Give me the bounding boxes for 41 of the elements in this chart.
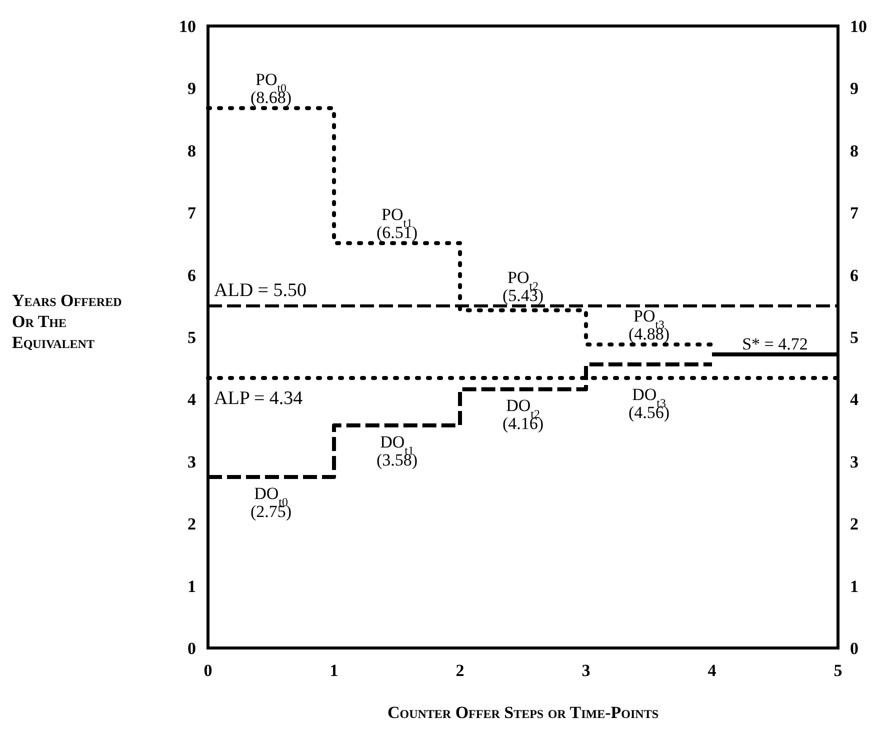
y2-tick-label: 7	[850, 204, 859, 223]
annotation: S* = 4.72	[742, 334, 808, 354]
annotation: PO$_{t2}$ (5.43)	[502, 268, 544, 305]
y-tick-label: 2	[188, 514, 196, 534]
y-tick-label: 8	[188, 141, 196, 160]
annotation: PO$_{t3}$ (4.88)	[628, 306, 670, 344]
x-tick-label: 2	[456, 661, 464, 680]
y-tick-label: 4	[188, 390, 196, 410]
annotation: DO$_{t1}$ (3.58)	[376, 432, 418, 470]
y2-tick-label: 4	[850, 390, 859, 410]
y-axis-title: Years Offered Or The Equivalent	[12, 290, 122, 352]
x-tick-label: 4	[708, 661, 717, 680]
annotation: DO$_{t2}$ (4.16)	[502, 396, 544, 434]
y2-tick-label: 0	[850, 639, 858, 658]
x-tick-label: 1	[330, 661, 338, 680]
y2-tick-label: 2	[850, 514, 858, 534]
y2-tick-label: 8	[850, 141, 858, 160]
x-axis-title: Counter Offer Steps or Time-Points	[387, 703, 659, 722]
annotation: PO$_{t1}$ (6.51)	[376, 205, 418, 242]
y-tick-label: 0	[188, 639, 196, 658]
y-tick-label: 10	[179, 17, 196, 36]
y2-tick-label: 9	[850, 79, 858, 98]
x-tick-label: 0	[204, 661, 212, 680]
x-tick-label: 3	[582, 661, 590, 680]
x-tick-label: 5	[834, 661, 842, 680]
ref-line-label: ALD = 5.50	[214, 280, 307, 301]
annotation: DO$_{t3}$ (4.56)	[628, 385, 670, 422]
y-tick-label: 6	[188, 266, 196, 285]
y-tick-label: 7	[188, 204, 196, 223]
y-tick-label: 1	[188, 576, 196, 596]
annotation: PO$_{t0}$ (8.68)	[250, 70, 292, 108]
y-tick-label: 5	[188, 328, 196, 347]
y-tick-label: 9	[188, 79, 196, 98]
ref-line-label: ALP = 4.34	[214, 388, 304, 410]
y2-tick-label: 1	[850, 576, 858, 596]
y2-tick-label: 10	[850, 17, 867, 36]
annotation: DO$_{t0}$ (2.75)	[250, 484, 292, 521]
y2-tick-label: 5	[850, 328, 858, 347]
y2-tick-label: 3	[850, 452, 858, 472]
y-tick-label: 3	[188, 452, 196, 472]
y2-tick-label: 6	[850, 266, 858, 285]
